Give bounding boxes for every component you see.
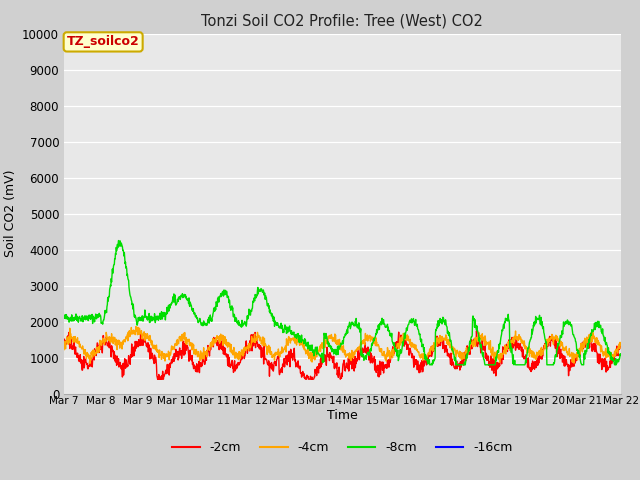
Text: TZ_soilco2: TZ_soilco2 bbox=[67, 36, 140, 48]
X-axis label: Time: Time bbox=[327, 409, 358, 422]
Legend: -2cm, -4cm, -8cm, -16cm: -2cm, -4cm, -8cm, -16cm bbox=[167, 436, 518, 459]
Title: Tonzi Soil CO2 Profile: Tree (West) CO2: Tonzi Soil CO2 Profile: Tree (West) CO2 bbox=[202, 13, 483, 28]
Y-axis label: Soil CO2 (mV): Soil CO2 (mV) bbox=[4, 170, 17, 257]
